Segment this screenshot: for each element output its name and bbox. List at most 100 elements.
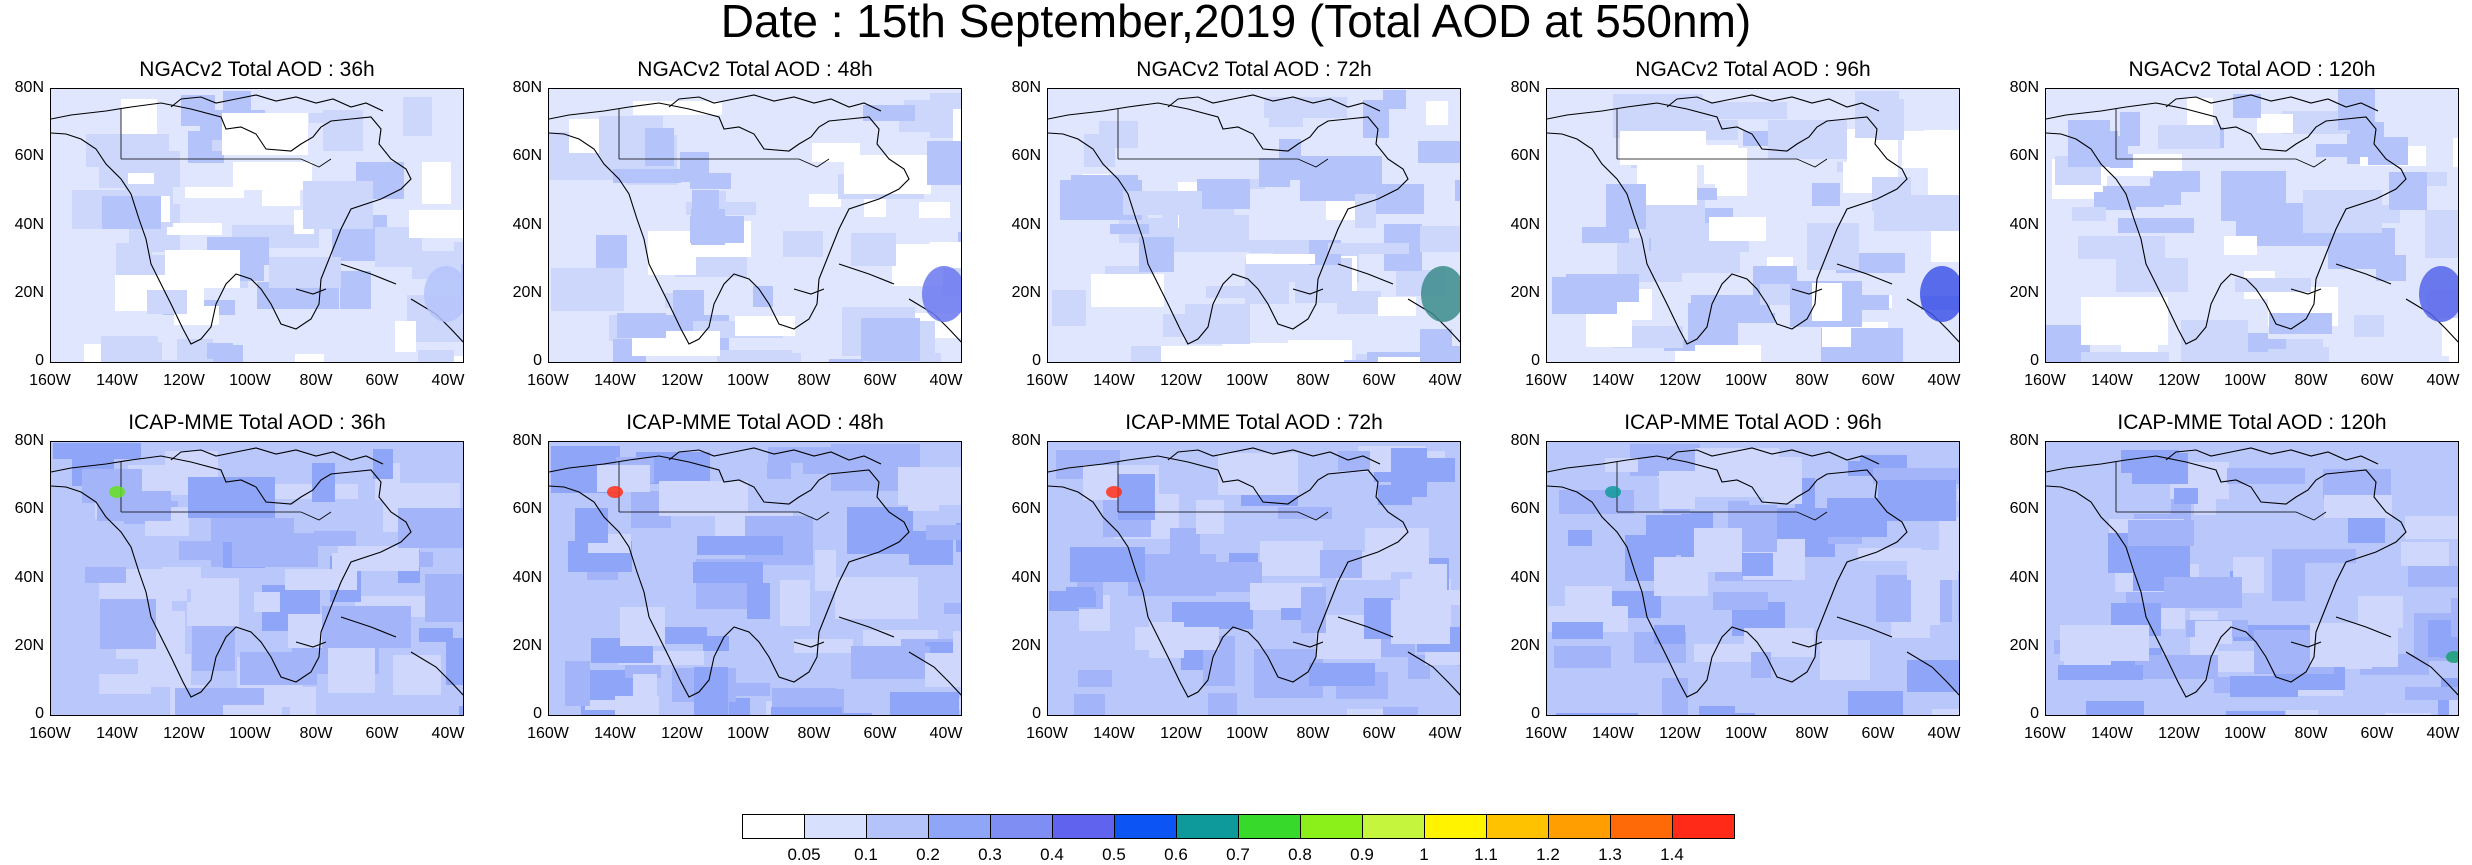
legend-swatch xyxy=(1486,814,1549,839)
aod-patch xyxy=(254,592,280,612)
legend-swatch xyxy=(1610,814,1673,839)
aod-patch xyxy=(290,687,316,715)
aod-patch xyxy=(1052,290,1086,326)
y-tick-label: 60N xyxy=(512,500,542,517)
x-tick-label: 80W xyxy=(2294,372,2328,389)
aod-field xyxy=(549,444,961,715)
aod-hotspot xyxy=(607,486,623,498)
x-tick-label: 100W xyxy=(727,725,769,742)
legend-label: 0.5 xyxy=(1102,845,1126,864)
coastline xyxy=(2046,455,2407,698)
aod-patch xyxy=(2385,713,2431,715)
figure-title: Date : 15th September,2019 (Total AOD at… xyxy=(720,0,1752,47)
aod-patch xyxy=(1848,691,1903,715)
map-panel: NGACv2 Total AOD : 72h 80N 60N 40N 20N 0 160W 1… xyxy=(1003,58,1503,400)
x-tick-label: 80W xyxy=(797,725,831,742)
aod-patch xyxy=(1135,627,1219,650)
aod-patch xyxy=(645,128,674,166)
legend-swatch xyxy=(1362,814,1425,839)
aod-patch xyxy=(1309,663,1375,686)
x-tick-label: 120W xyxy=(661,725,703,742)
aod-patch xyxy=(2354,315,2384,337)
y-tick-label: 80N xyxy=(1011,79,1041,96)
aod-patch xyxy=(1812,283,1842,321)
aod-patch xyxy=(1586,313,1632,347)
y-tick-label: 60N xyxy=(512,147,542,164)
aod-patch xyxy=(1768,120,1847,159)
aod-patch xyxy=(2128,520,2194,546)
y-tick-label: 0 xyxy=(1531,705,1540,722)
aod-patch xyxy=(99,674,151,694)
legend-label: 0.8 xyxy=(1288,845,1312,864)
aod-field xyxy=(1547,444,1959,715)
y-tick-label: 60N xyxy=(14,147,44,164)
x-tick-label: 60W xyxy=(1861,725,1895,742)
y-tick-label: 40N xyxy=(512,569,542,586)
aod-patch xyxy=(575,508,608,543)
aod-patch xyxy=(147,290,187,314)
aod-patch xyxy=(617,313,666,338)
aod-patch xyxy=(1699,706,1735,715)
aod-patch xyxy=(1208,693,1237,715)
coastline xyxy=(51,102,412,345)
aod-patch xyxy=(1565,586,1612,621)
aod-patch xyxy=(1139,237,1174,272)
aod-patch xyxy=(1172,602,1253,629)
aod-map xyxy=(548,441,962,716)
aod-patch xyxy=(2310,623,2398,667)
aod-patch xyxy=(2164,577,2242,608)
aod-patch xyxy=(1281,608,1303,620)
aod-patch xyxy=(1860,362,1944,363)
aod-patch xyxy=(192,624,235,671)
aod-patch xyxy=(620,607,665,646)
y-tick-label: 80N xyxy=(512,432,542,449)
aod-patch xyxy=(927,141,961,185)
aod-hotspot xyxy=(1605,486,1621,498)
aod-patch xyxy=(418,350,454,362)
y-tick-label: 0 xyxy=(1032,705,1041,722)
aod-patch xyxy=(1911,576,1940,625)
aod-patch xyxy=(2072,207,2106,221)
aod-hotspot xyxy=(2446,651,2458,663)
aod-map xyxy=(2045,441,2459,716)
aod-patch xyxy=(1420,226,1460,252)
aod-patch xyxy=(295,354,324,362)
map-panel: ICAP-MME Total AOD : 36h 80N 60N 40N 20N 0 160… xyxy=(6,411,506,753)
political-border xyxy=(2115,109,2327,168)
aod-map xyxy=(548,88,962,363)
aod-patch xyxy=(86,134,169,167)
aod-patch xyxy=(1076,591,1096,607)
aod-patch xyxy=(2279,339,2323,362)
aod-patch xyxy=(419,628,453,642)
aod-patch xyxy=(102,196,161,229)
aod-patch xyxy=(2316,144,2384,157)
aod-patch xyxy=(780,580,810,626)
aod-patch xyxy=(551,268,624,311)
y-tick-label: 0 xyxy=(35,352,44,369)
aod-patch xyxy=(1932,709,1959,715)
aod-patch xyxy=(2121,450,2179,473)
legend-swatch xyxy=(1114,814,1177,839)
aod-patch xyxy=(1391,448,1427,497)
x-tick-label: 60W xyxy=(1362,372,1396,389)
aod-patch xyxy=(690,173,731,189)
x-tick-label: 40W xyxy=(1428,725,1462,742)
y-tick-label: 60N xyxy=(2009,500,2039,517)
aod-patch xyxy=(1630,444,1700,476)
aod-patch xyxy=(1939,517,1959,551)
aod-patch xyxy=(2338,89,2375,130)
aod-patch xyxy=(1751,652,1771,678)
map-panel: NGACv2 Total AOD : 36h 80N 60N 40N 20N 0 160W 1… xyxy=(6,58,506,400)
aod-patch xyxy=(1654,557,1708,596)
aod-patch xyxy=(1338,451,1370,471)
aod-patch xyxy=(734,683,770,696)
aod-patch xyxy=(1378,297,1416,316)
x-tick-label: 140W xyxy=(2091,725,2133,742)
y-tick-label: 20N xyxy=(1510,284,1540,301)
y-tick-label: 0 xyxy=(1032,352,1041,369)
aod-patch xyxy=(2257,114,2293,133)
x-tick-label: 60W xyxy=(863,725,897,742)
y-tick-label: 20N xyxy=(2009,637,2039,654)
aod-hotspot xyxy=(1421,266,1460,322)
aod-patch xyxy=(240,241,264,281)
